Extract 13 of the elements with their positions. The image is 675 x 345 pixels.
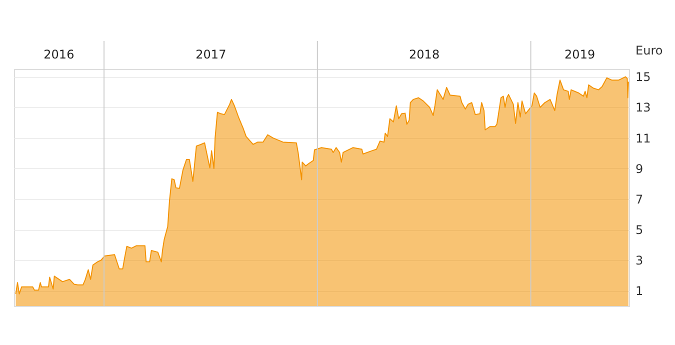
x-tick-label: 2017	[196, 48, 226, 62]
x-tick-label: 2019	[564, 48, 596, 62]
y-axis-title: Euro	[636, 44, 663, 58]
y-tick-label: 11	[636, 131, 651, 146]
y-tick-label: 7	[636, 192, 644, 206]
y-tick-label: 9	[636, 162, 644, 176]
y-tick-label: 1	[636, 284, 644, 298]
y-tick-label: 3	[636, 254, 644, 268]
y-tick-label: 5	[636, 223, 644, 238]
y-tick-label: 15	[636, 70, 651, 84]
x-tick-label: 2018	[409, 48, 440, 62]
x-tick-label: 2016	[44, 48, 74, 62]
y-tick-label: 13	[636, 100, 651, 115]
